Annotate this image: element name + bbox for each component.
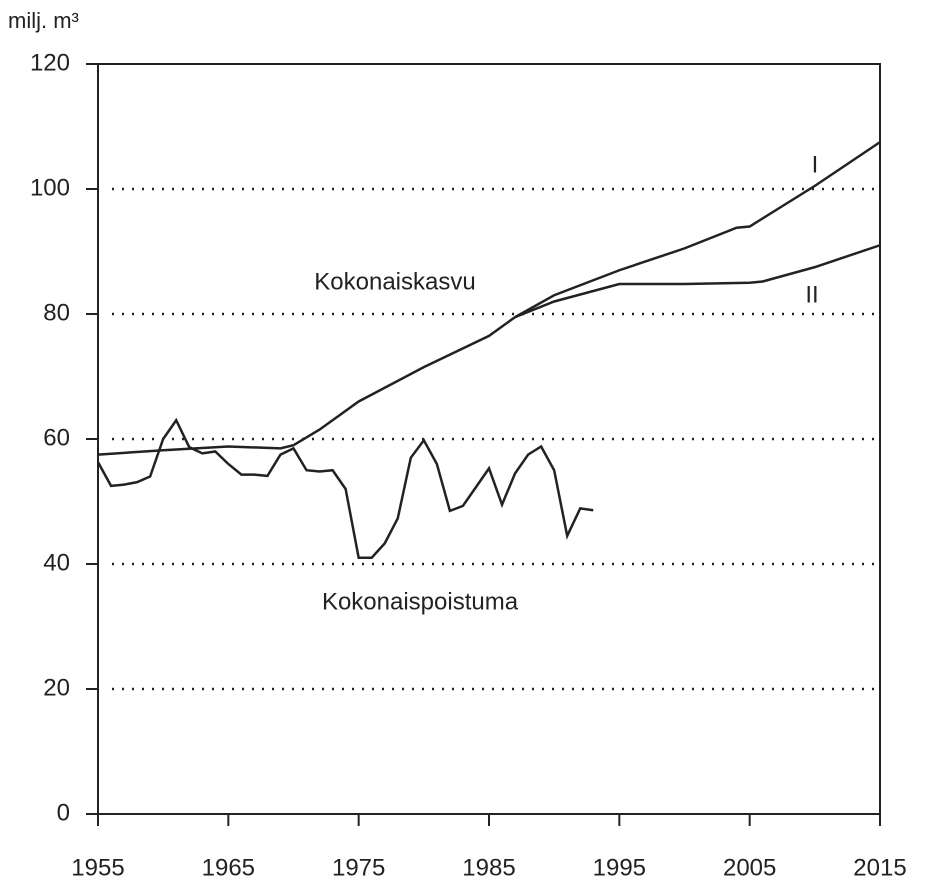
series-line (514, 244, 881, 319)
x-tick-label: 1955 (71, 854, 124, 881)
y-tick-label: 0 (57, 799, 70, 826)
x-tick-label: 2005 (723, 854, 776, 881)
y-tick-label: 40 (43, 549, 70, 576)
y-tick-label: 20 (43, 674, 70, 701)
y-axis-label: milj. m³ (8, 8, 79, 33)
series-line (96, 417, 594, 559)
y-tick-label: 60 (43, 424, 70, 451)
x-tick-label: 1975 (332, 854, 385, 881)
series-label: Kokonaispoistuma (322, 588, 519, 615)
x-tick-label: 2015 (853, 854, 906, 881)
x-tick-label: 1985 (462, 854, 515, 881)
y-tick-label: 100 (30, 174, 70, 201)
x-tick-label: 1995 (593, 854, 646, 881)
y-tick-label: 120 (30, 49, 70, 76)
series-label: II (805, 281, 818, 308)
x-tick-label: 1965 (202, 854, 255, 881)
series-line (514, 141, 881, 319)
series-label: Kokonaiskasvu (314, 268, 475, 295)
series-label: I (812, 151, 819, 178)
series-line (97, 316, 516, 456)
y-tick-label: 80 (43, 299, 70, 326)
